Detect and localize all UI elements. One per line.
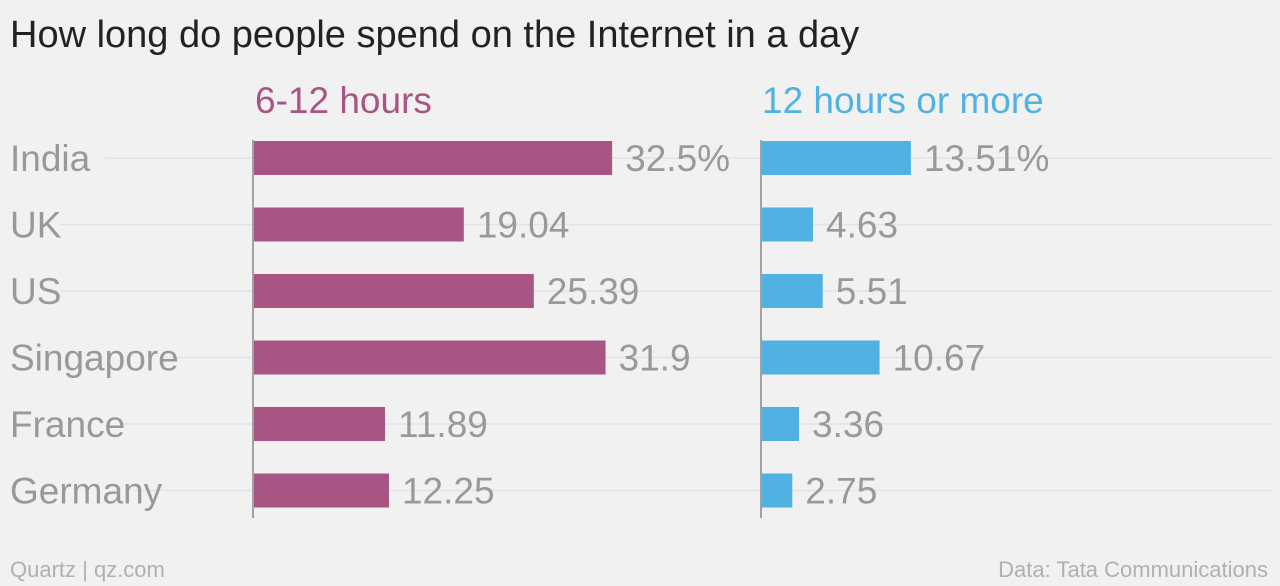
bar: [254, 274, 534, 308]
data-label: 5.51: [836, 271, 908, 312]
series-header: 12 hours or more: [762, 80, 1044, 121]
bar: [254, 207, 464, 242]
footer-brand: Quartz | qz.com: [10, 557, 165, 582]
category-label: UK: [10, 205, 62, 246]
bar: [762, 274, 823, 308]
category-label: France: [10, 404, 125, 445]
bar: [254, 141, 613, 175]
data-label: 4.63: [826, 205, 898, 246]
category-label: US: [10, 271, 61, 312]
data-label: 2.75: [805, 471, 877, 512]
series-header: 6-12 hours: [255, 80, 432, 121]
category-label: Germany: [10, 471, 163, 512]
category-label: India: [10, 138, 91, 179]
bar: [762, 407, 800, 441]
data-label: 10.67: [893, 338, 986, 379]
data-label: 12.25: [402, 471, 495, 512]
footer-source: Data: Tata Communications: [998, 557, 1268, 582]
data-label: 3.36: [812, 404, 884, 445]
chart-title: How long do people spend on the Internet…: [10, 14, 860, 56]
data-label: 13.51%: [924, 138, 1049, 179]
data-label: 31.9: [619, 338, 691, 379]
bar: [254, 340, 606, 375]
bar: [762, 340, 880, 375]
data-label: 25.39: [547, 271, 640, 312]
data-label: 19.04: [477, 205, 570, 246]
data-label: 11.89: [398, 404, 488, 445]
bar: [254, 473, 389, 508]
bar: [762, 207, 814, 242]
data-label: 32.5%: [625, 138, 730, 179]
bar: [762, 141, 911, 175]
bar: [254, 407, 386, 441]
category-label: Singapore: [10, 338, 179, 379]
bar: [762, 473, 793, 508]
